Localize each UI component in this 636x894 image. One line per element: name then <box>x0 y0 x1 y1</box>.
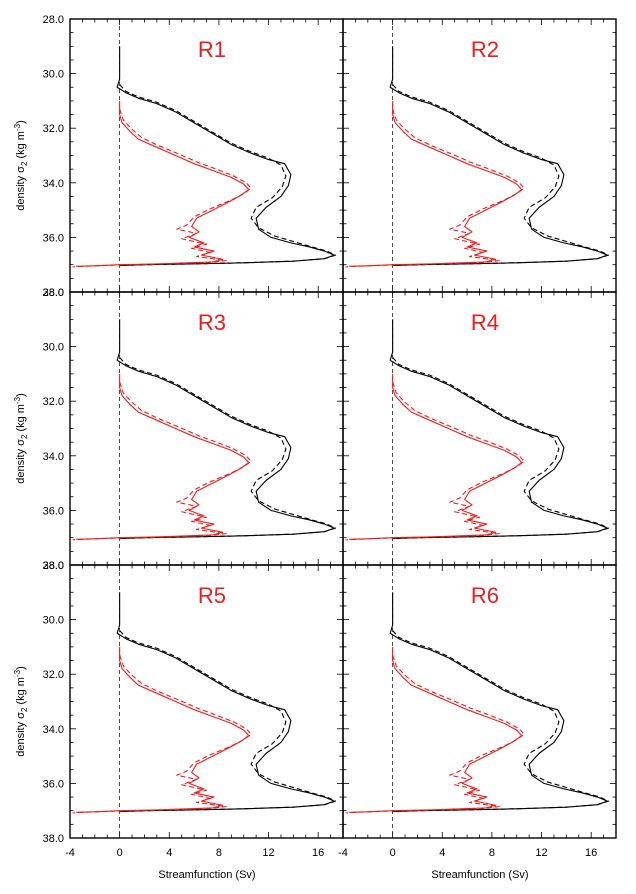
series-line-black-dashed <box>119 630 337 813</box>
series-line-black-solid <box>389 319 608 540</box>
series-line-red-solid <box>349 373 523 540</box>
x-tick-label: 0 <box>390 847 396 859</box>
series-line-red-solid <box>76 100 250 267</box>
series-line-black-solid <box>116 319 335 540</box>
x-tick-label: 16 <box>585 847 597 859</box>
series-line-red-dashed <box>345 654 525 814</box>
y-tick-label: 30.0 <box>43 342 64 354</box>
x-axis-title: Streamfunction (Sv) <box>158 869 255 881</box>
panel-label: R6 <box>471 583 499 608</box>
panel-label: R2 <box>471 37 499 62</box>
x-tick-label: 4 <box>439 847 445 859</box>
panel-r4: R4 <box>342 291 617 566</box>
panel-r5: 28.0 30.0 32.0 34.0 36.0 38.0 density σ2 (kg m… <box>13 560 344 859</box>
panel-label: R1 <box>198 37 226 62</box>
series-line-black-dashed <box>119 357 337 540</box>
panel-r6: -4 0 4 8 12 16 R6 <box>338 564 617 859</box>
series-line-red-solid <box>76 646 250 813</box>
x-tick-label: 8 <box>489 847 495 859</box>
panel-label: R4 <box>471 310 499 335</box>
y-axis-title: density σ2 (kg m-3) <box>13 393 29 484</box>
series-line-black-dashed <box>119 84 337 267</box>
x-tick-label: 8 <box>216 847 222 859</box>
y-tick-label: 34.0 <box>43 724 64 736</box>
x-axis-title: Streamfunction (Sv) <box>431 869 528 881</box>
series-line-red-dashed <box>345 108 525 268</box>
y-tick-label: 36.0 <box>43 778 64 790</box>
series-line-black-solid <box>389 592 608 813</box>
y-tick-label: 30.0 <box>43 615 64 627</box>
y-tick-label: 36.0 <box>43 232 64 244</box>
y-tick-label: 34.0 <box>43 451 64 463</box>
x-tick-label: 0 <box>117 847 123 859</box>
series-line-black-solid <box>116 592 335 813</box>
series-line-red-solid <box>349 646 523 813</box>
y-axis-title: density σ2 (kg m-3) <box>13 120 29 211</box>
y-tick-label: 38.0 <box>43 560 64 572</box>
x-tick-label: 4 <box>166 847 172 859</box>
y-tick-label: 34.0 <box>43 178 64 190</box>
y-tick-label: 38.0 <box>43 833 64 845</box>
y-tick-label: 38.0 <box>43 287 64 299</box>
x-tick-label: -4 <box>65 847 75 859</box>
panel-r1: 28.0 30.0 32.0 34.0 36.0 38.0 density σ2 (kg m… <box>13 14 344 299</box>
series-line-black-solid <box>116 46 335 267</box>
series-line-red-solid <box>76 373 250 540</box>
x-tick-label: 12 <box>535 847 547 859</box>
x-tick-label: 12 <box>262 847 274 859</box>
panel-label: R3 <box>198 310 226 335</box>
panel-r3: 28.0 30.0 32.0 34.0 36.0 38.0 density σ2 (kg m… <box>13 287 344 572</box>
y-tick-label: 28.0 <box>43 287 64 299</box>
series-line-red-dashed <box>345 381 525 541</box>
panel-r2: R2 <box>342 18 617 293</box>
y-tick-label: 32.0 <box>43 669 64 681</box>
y-axis-title: density σ2 (kg m-3) <box>13 666 29 757</box>
y-tick-label: 36.0 <box>43 505 64 517</box>
series-line-black-dashed <box>392 84 610 267</box>
x-tick-label: 16 <box>312 847 324 859</box>
y-tick-label: 32.0 <box>43 396 64 408</box>
series-line-red-solid <box>349 100 523 267</box>
series-line-black-dashed <box>392 630 610 813</box>
series-line-red-dashed <box>72 381 252 541</box>
panel-label: R5 <box>198 583 226 608</box>
series-line-red-dashed <box>72 654 252 814</box>
x-tick-label: -4 <box>338 847 348 859</box>
series-line-red-dashed <box>72 108 252 268</box>
series-line-black-solid <box>389 46 608 267</box>
y-tick-label: 28.0 <box>43 14 64 26</box>
y-tick-label: 30.0 <box>43 69 64 81</box>
y-tick-label: 28.0 <box>43 560 64 572</box>
series-line-black-dashed <box>392 357 610 540</box>
y-tick-label: 32.0 <box>43 123 64 135</box>
